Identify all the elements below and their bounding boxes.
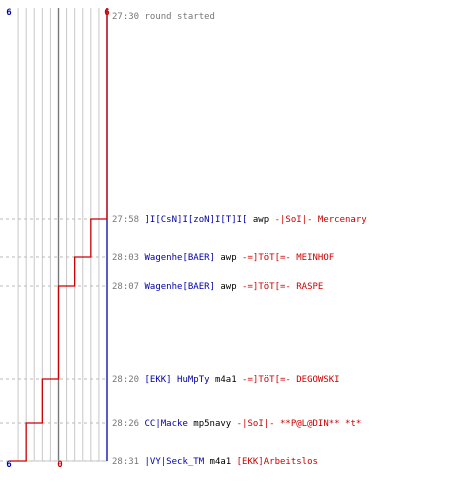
event-weapon: awp bbox=[215, 253, 237, 263]
event-victim: -=]TöT[=- RASPE bbox=[237, 282, 324, 292]
event-label: 27:58 ]I[CsN]I[zoN]I[T]I[ awp -|SoI|- Me… bbox=[112, 215, 367, 225]
event-victim: -|SoI|- Mercenary bbox=[269, 215, 367, 225]
event-victim: -|SoI|- **P@L@DIN** *t* bbox=[231, 419, 361, 429]
event-killer: Wagenhe[BAER] bbox=[139, 282, 215, 292]
event-label: 27:30 round started bbox=[112, 12, 215, 22]
event-labels: 27:30 round started 27:58 ]I[CsN]I[zoN]I[… bbox=[112, 12, 367, 467]
event-victim: -=]TöT[=- DEGOWSKI bbox=[237, 375, 340, 385]
axis-label-right-bottom: 0 bbox=[57, 460, 62, 470]
event-time: 27:58 bbox=[112, 215, 139, 225]
event-label: 28:20 [EKK] HuMpTy m4a1 -=]TöT[=- DEGOWS… bbox=[112, 375, 340, 385]
event-victim: [EKK]Arbeitslos bbox=[231, 457, 318, 467]
event-victim: -=]TöT[=- MEINHOF bbox=[237, 253, 335, 263]
event-weapon: m4a1 bbox=[210, 375, 237, 385]
event-label: 28:31 |VY|Seck_TM m4a1 [EKK]Arbeitslos bbox=[112, 457, 318, 467]
axis-label-left-top: 6 bbox=[6, 8, 11, 18]
event-killer: [EKK] HuMpTy bbox=[139, 375, 210, 385]
event-weapon: mp5navy bbox=[188, 419, 232, 429]
axis-labels: 6 6 6 0 bbox=[6, 8, 109, 470]
event-label: 28:26 CC|Macke mp5navy -|SoI|- **P@L@DIN… bbox=[112, 419, 361, 429]
event-label: 28:07 Wagenhe[BAER] awp -=]TöT[=- RASPE bbox=[112, 282, 323, 292]
event-time: 28:20 bbox=[112, 375, 139, 385]
grid-lines bbox=[10, 8, 107, 462]
event-time: 27:30 bbox=[112, 12, 139, 22]
event-weapon: awp bbox=[215, 282, 237, 292]
event-killer: |VY|Seck_TM bbox=[139, 457, 205, 467]
event-weapon: awp bbox=[247, 215, 269, 225]
event-text: round started bbox=[139, 12, 215, 22]
axis-label-left-bottom: 6 bbox=[6, 460, 11, 470]
event-time: 28:26 bbox=[112, 419, 139, 429]
series-lines bbox=[10, 8, 108, 462]
event-killer: Wagenhe[BAER] bbox=[139, 253, 215, 263]
event-label: 28:03 Wagenhe[BAER] awp -=]TöT[=- MEINHO… bbox=[112, 253, 334, 263]
event-killer: CC|Macke bbox=[139, 419, 188, 429]
event-time: 28:07 bbox=[112, 282, 139, 292]
event-time: 28:31 bbox=[112, 457, 139, 467]
series-line-red bbox=[10, 8, 108, 462]
event-weapon: m4a1 bbox=[204, 457, 231, 467]
event-time: 28:03 bbox=[112, 253, 139, 263]
axis-label-right-top: 6 bbox=[104, 8, 109, 18]
event-killer: ]I[CsN]I[zoN]I[T]I[ bbox=[139, 215, 247, 225]
